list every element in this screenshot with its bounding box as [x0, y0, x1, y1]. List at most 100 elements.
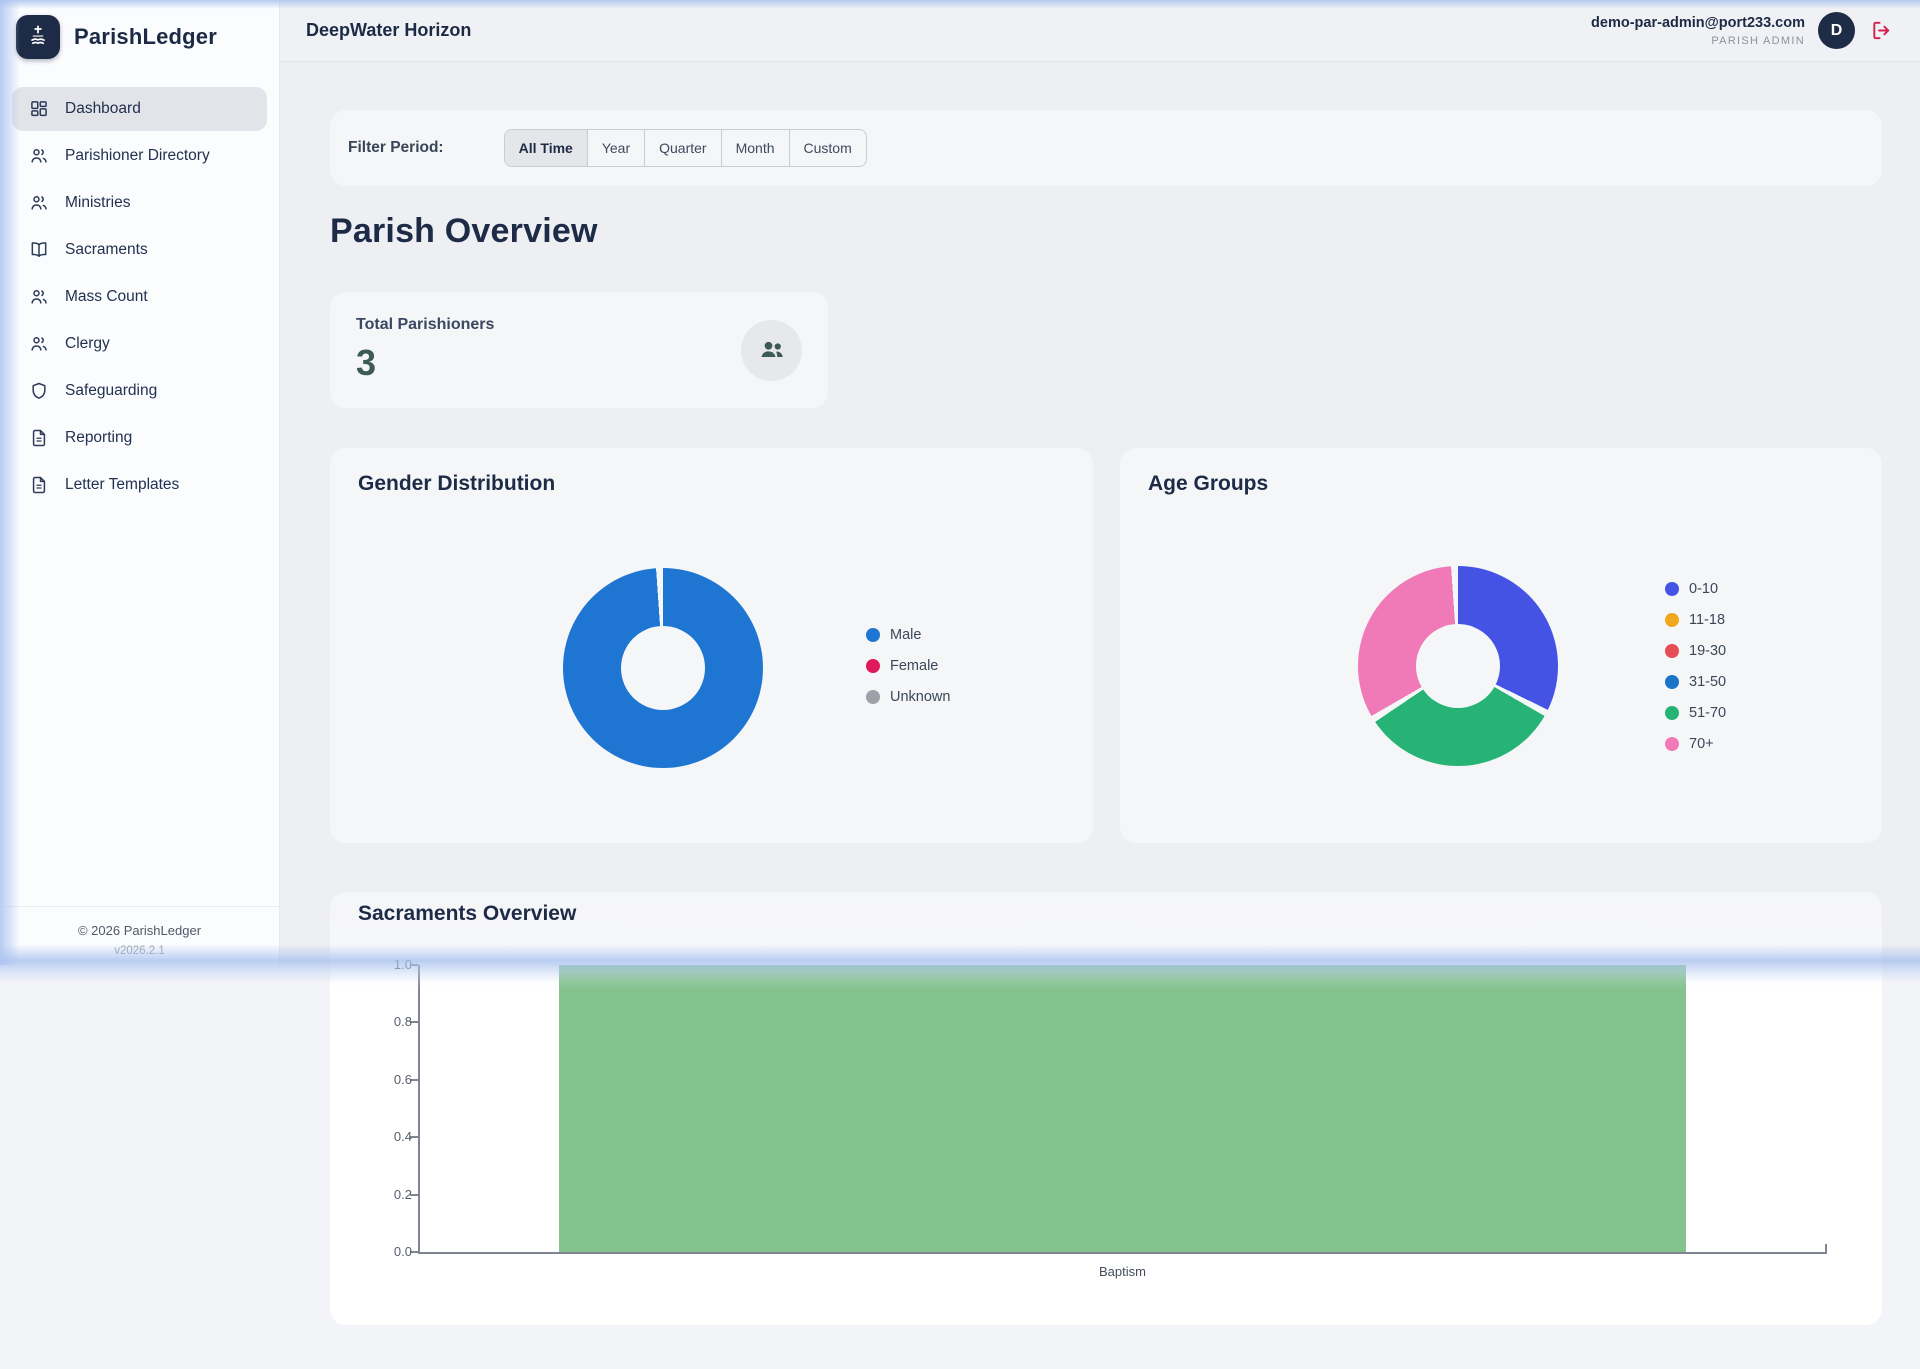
sidebar-item-ministries[interactable]: Ministries	[12, 181, 267, 225]
users-icon	[31, 149, 47, 163]
filter-period-card: Filter Period: All Time Year Quarter Mon…	[330, 110, 1882, 186]
top-bar: DeepWater Horizon demo-par-admin@port233…	[280, 0, 1920, 62]
sidebar-item-reporting[interactable]: Reporting	[12, 416, 267, 460]
legend-label: Unknown	[890, 689, 951, 705]
legend-item[interactable]: 70+	[1665, 734, 1726, 754]
sidebar-item-safeguarding[interactable]: Safeguarding	[12, 369, 267, 413]
sidebar: ParishLedger Dashboard Parishioner Direc…	[0, 0, 280, 965]
legend-label: 19-30	[1689, 643, 1727, 659]
legend-item[interactable]: Female	[866, 656, 950, 676]
legend-dot	[1665, 613, 1679, 627]
chart-title: Gender Distribution	[358, 472, 556, 495]
copyright-text: © 2026 ParishLedger	[77, 923, 202, 938]
y-tick-mark	[410, 1078, 418, 1081]
logout-button[interactable]	[1868, 18, 1894, 44]
stat-text: Total Parishioners 3	[356, 316, 494, 384]
y-axis	[418, 965, 420, 1254]
legend-label: 70+	[1689, 736, 1714, 752]
gender-legend: Male Female Unknown	[866, 625, 950, 707]
sidebar-nav: Dashboard Parishioner Directory Ministri…	[0, 87, 279, 507]
people-icon-circle	[741, 319, 802, 381]
book-icon	[31, 242, 47, 257]
sacraments-bar-chart: 0.0 0.2 0.4 0.6 0.8 1.0 Baptism	[330, 892, 1882, 1325]
age-groups-card: Age Groups 0-10 11-18 19-30 31-50 51-70 70+	[1120, 448, 1882, 843]
legend-dot	[1665, 644, 1679, 658]
shield-icon	[32, 382, 46, 399]
legend-item[interactable]: 0-10	[1665, 579, 1726, 599]
legend-dot	[1665, 582, 1679, 596]
y-tick-label: 1.0	[393, 957, 412, 972]
filter-option-quarter[interactable]: Quarter	[644, 130, 720, 166]
sidebar-item-mass-count[interactable]: Mass Count	[12, 275, 267, 319]
gender-donut-chart	[563, 568, 763, 768]
legend-dot	[866, 659, 880, 673]
y-tick-label: 0.0	[393, 1244, 412, 1259]
sidebar-item-label: Clergy	[65, 335, 110, 352]
y-tick-mark	[410, 1136, 418, 1139]
legend-label: 0-10	[1689, 581, 1719, 597]
y-tick-mark	[410, 1021, 418, 1024]
page-title: Parish Overview	[330, 212, 598, 250]
age-groups-legend: 0-10 11-18 19-30 31-50 51-70 70+	[1665, 579, 1726, 754]
sidebar-footer: © 2026 ParishLedger v2026.2.1	[0, 906, 279, 957]
total-parishioners-card: Total Parishioners 3	[330, 292, 828, 408]
legend-label: Female	[890, 658, 939, 674]
logout-icon	[1872, 21, 1889, 40]
legend-dot	[866, 690, 880, 704]
users-icon	[31, 337, 47, 351]
sidebar-item-clergy[interactable]: Clergy	[12, 322, 267, 366]
users-icon	[31, 290, 47, 304]
user-email: demo-par-admin@port233.com	[1591, 14, 1805, 31]
legend-item[interactable]: 51-70	[1665, 703, 1726, 723]
x-axis-end-tick	[1825, 1244, 1827, 1253]
stat-label: Total Parishioners	[356, 316, 495, 333]
legend-dot	[866, 628, 880, 642]
sidebar-item-label: Sacraments	[65, 241, 148, 258]
file-icon	[32, 429, 46, 447]
y-tick-label: 0.6	[393, 1071, 412, 1087]
sidebar-item-dashboard[interactable]: Dashboard	[12, 87, 267, 131]
version-text: v2026.2.1	[114, 945, 165, 957]
legend-item[interactable]: Male	[866, 625, 950, 645]
legend-item[interactable]: 19-30	[1665, 641, 1726, 661]
filter-option-all-time[interactable]: All Time	[504, 130, 587, 166]
legend-item[interactable]: 11-18	[1665, 610, 1726, 630]
sidebar-item-label: Letter Templates	[65, 476, 180, 493]
age-groups-donut-chart	[1358, 566, 1558, 766]
avatar[interactable]: D	[1818, 12, 1855, 49]
filter-option-custom[interactable]: Custom	[788, 130, 866, 166]
legend-item[interactable]: 31-50	[1665, 672, 1726, 692]
user-info: demo-par-admin@port233.com PARISH ADMIN	[1591, 15, 1805, 47]
sidebar-item-label: Mass Count	[65, 288, 148, 305]
people-icon	[761, 341, 783, 357]
stat-value: 3	[356, 342, 377, 383]
file-icon	[32, 476, 46, 494]
sidebar-item-label: Ministries	[65, 194, 131, 211]
parishledger-logo-icon	[16, 15, 60, 59]
filter-option-year[interactable]: Year	[586, 130, 644, 166]
legend-dot	[1665, 737, 1679, 751]
sidebar-item-letter-templates[interactable]: Letter Templates	[12, 463, 267, 507]
app-name: ParishLedger	[74, 24, 218, 49]
user-role-badge: PARISH ADMIN	[1711, 34, 1805, 47]
sidebar-item-label: Dashboard	[65, 100, 141, 117]
sidebar-item-parishioner-directory[interactable]: Parishioner Directory	[12, 134, 267, 178]
sidebar-item-label: Parishioner Directory	[65, 147, 210, 164]
x-axis	[418, 1252, 1827, 1254]
y-tick-label: 0.8	[393, 1014, 412, 1030]
filter-option-month[interactable]: Month	[720, 130, 789, 166]
chart-title: Sacraments Overview	[358, 902, 577, 925]
gender-distribution-card: Gender Distribution Male Female Unknown	[330, 448, 1093, 843]
sidebar-item-label: Safeguarding	[65, 382, 158, 399]
dashboard-icon	[31, 101, 47, 117]
bar-baptism	[559, 965, 1686, 1252]
sidebar-item-label: Reporting	[65, 429, 133, 446]
legend-label: 31-50	[1689, 674, 1727, 690]
users-icon	[31, 196, 47, 210]
sacraments-overview-card: Sacraments Overview 0.0 0.2 0.4 0.6 0.8 1.0 B…	[330, 892, 1882, 1325]
legend-label: 11-18	[1689, 612, 1726, 628]
legend-item[interactable]: Unknown	[866, 687, 950, 707]
legend-dot	[1665, 706, 1679, 720]
sidebar-item-sacraments[interactable]: Sacraments	[12, 228, 267, 272]
